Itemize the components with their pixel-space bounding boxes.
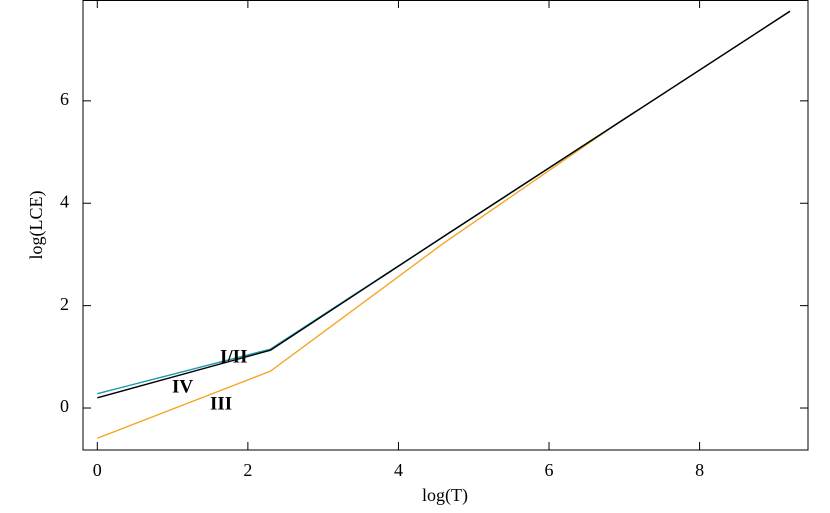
series-label: IV — [172, 376, 193, 397]
y-tick-label: 4 — [60, 191, 69, 211]
series-line — [97, 10, 791, 439]
x-tick-label: 6 — [545, 460, 554, 480]
x-axis-label: log(T) — [422, 485, 468, 506]
series-line — [97, 10, 791, 395]
y-axis-label: log(LCE) — [26, 191, 47, 260]
series-line — [97, 10, 791, 399]
y-tick-label: 6 — [60, 89, 69, 109]
x-tick-label: 4 — [394, 460, 403, 480]
plot-frame — [82, 0, 809, 451]
y-tick-label: 0 — [60, 396, 69, 416]
series-label: I/II — [220, 346, 247, 367]
x-tick-label: 0 — [93, 460, 102, 480]
x-tick-label: 2 — [243, 460, 252, 480]
x-tick-label: 8 — [695, 460, 704, 480]
series-label: III — [210, 393, 232, 414]
y-tick-label: 2 — [60, 294, 69, 314]
